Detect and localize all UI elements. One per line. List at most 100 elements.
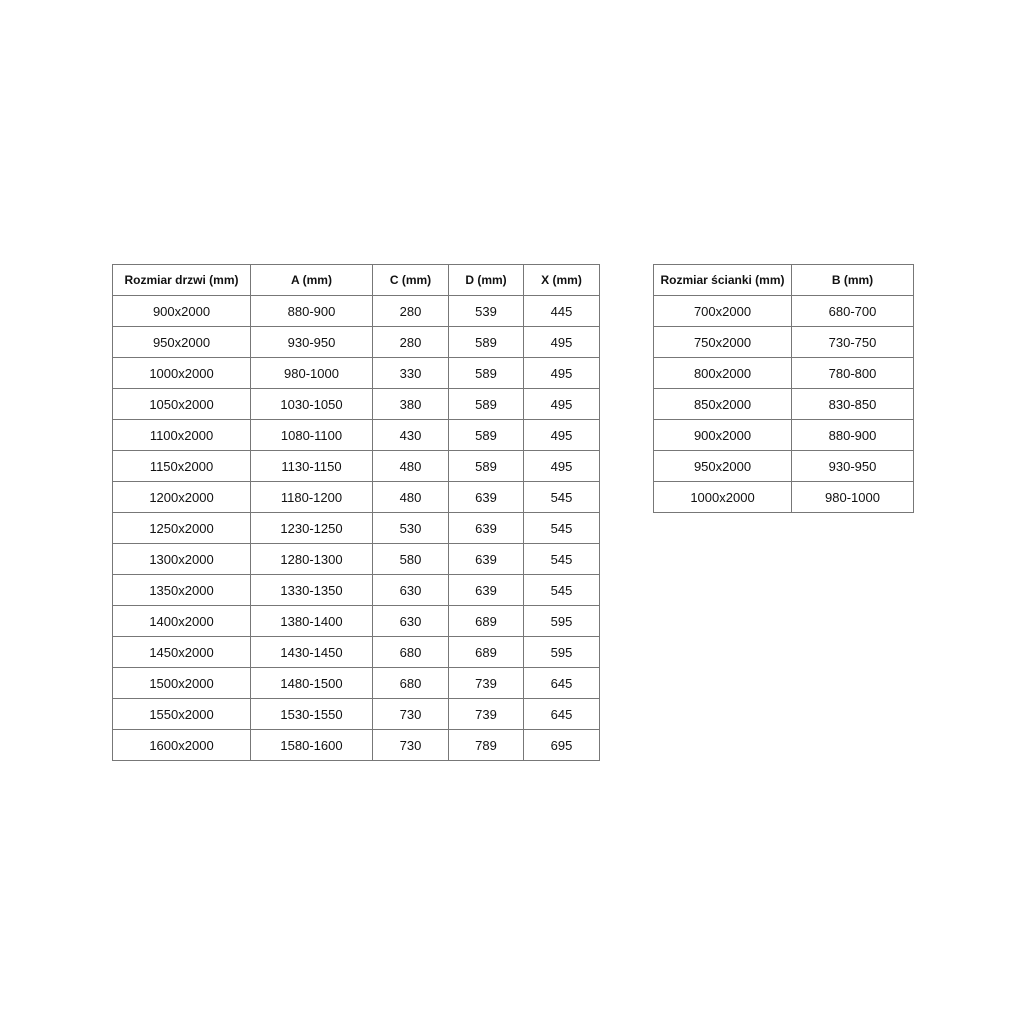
table-cell: 645: [523, 667, 600, 699]
table-row: 800x2000 780-800: [653, 357, 914, 389]
table-cell: 1200x2000: [112, 481, 251, 513]
table-cell: 730-750: [791, 326, 914, 358]
table-cell: 545: [523, 574, 600, 606]
table-cell: 495: [523, 450, 600, 482]
table-cell: 630: [372, 605, 449, 637]
table-cell: 589: [448, 419, 524, 451]
table-cell: 545: [523, 543, 600, 575]
table-cell: 950x2000: [653, 450, 792, 482]
table-cell: 930-950: [250, 326, 373, 358]
table-cell: 830-850: [791, 388, 914, 420]
table-cell: 639: [448, 512, 524, 544]
header-cell: X (mm): [523, 264, 600, 296]
table-row: 1050x2000 1030-1050 380 589 495: [112, 388, 600, 420]
header-cell: Rozmiar ścianki (mm): [653, 264, 792, 296]
table-cell: 1130-1150: [250, 450, 373, 482]
table-cell: 545: [523, 481, 600, 513]
table-row: 1600x2000 1580-1600 730 789 695: [112, 729, 600, 761]
table-row: 1350x2000 1330-1350 630 639 545: [112, 574, 600, 606]
table-cell: 1250x2000: [112, 512, 251, 544]
table-row: 1550x2000 1530-1550 730 739 645: [112, 698, 600, 730]
table-cell: 730: [372, 698, 449, 730]
table-cell: 789: [448, 729, 524, 761]
table-cell: 1580-1600: [250, 729, 373, 761]
table-cell: 930-950: [791, 450, 914, 482]
table-cell: 700x2000: [653, 295, 792, 327]
table-cell: 545: [523, 512, 600, 544]
table-cell: 1280-1300: [250, 543, 373, 575]
table-cell: 1500x2000: [112, 667, 251, 699]
table-row: 1000x2000 980-1000: [653, 481, 914, 513]
table-row: 950x2000 930-950: [653, 450, 914, 482]
table-cell: 1550x2000: [112, 698, 251, 730]
table-row: 950x2000 930-950 280 589 495: [112, 326, 600, 358]
table-cell: 980-1000: [250, 357, 373, 389]
header-cell: A (mm): [250, 264, 373, 296]
table-cell: 495: [523, 419, 600, 451]
table-cell: 750x2000: [653, 326, 792, 358]
table-cell: 630: [372, 574, 449, 606]
table-cell: 480: [372, 481, 449, 513]
wall-size-table: Rozmiar ścianki (mm) B (mm) 700x2000 680-70…: [653, 264, 914, 513]
table-row: 900x2000 880-900 280 539 445: [112, 295, 600, 327]
table-cell: 900x2000: [112, 295, 251, 327]
table-cell: 780-800: [791, 357, 914, 389]
table-row: 750x2000 730-750: [653, 326, 914, 358]
table-cell: 1180-1200: [250, 481, 373, 513]
table-cell: 1230-1250: [250, 512, 373, 544]
table-row: 850x2000 830-850: [653, 388, 914, 420]
table-cell: 1050x2000: [112, 388, 251, 420]
table-cell: 1080-1100: [250, 419, 373, 451]
table-cell: 445: [523, 295, 600, 327]
table-cell: 1480-1500: [250, 667, 373, 699]
table-cell: 530: [372, 512, 449, 544]
table-cell: 739: [448, 698, 524, 730]
table-cell: 950x2000: [112, 326, 251, 358]
table-cell: 539: [448, 295, 524, 327]
table-cell: 639: [448, 543, 524, 575]
table-cell: 1430-1450: [250, 636, 373, 668]
table-row: 1100x2000 1080-1100 430 589 495: [112, 419, 600, 451]
table-cell: 495: [523, 357, 600, 389]
table-cell: 589: [448, 357, 524, 389]
table-cell: 639: [448, 481, 524, 513]
header-cell: Rozmiar drzwi (mm): [112, 264, 251, 296]
table-cell: 1000x2000: [653, 481, 792, 513]
table-cell: 595: [523, 605, 600, 637]
table-cell: 1350x2000: [112, 574, 251, 606]
table-cell: 480: [372, 450, 449, 482]
table-cell: 1150x2000: [112, 450, 251, 482]
table-cell: 739: [448, 667, 524, 699]
table-cell: 1330-1350: [250, 574, 373, 606]
table-cell: 689: [448, 636, 524, 668]
table-cell: 800x2000: [653, 357, 792, 389]
table-cell: 689: [448, 605, 524, 637]
table-cell: 1600x2000: [112, 729, 251, 761]
table-cell: 589: [448, 326, 524, 358]
table-cell: 645: [523, 698, 600, 730]
header-row: Rozmiar ścianki (mm) B (mm): [653, 264, 914, 296]
table-cell: 1400x2000: [112, 605, 251, 637]
table-cell: 850x2000: [653, 388, 792, 420]
table-cell: 680-700: [791, 295, 914, 327]
table-cell: 1300x2000: [112, 543, 251, 575]
table-cell: 680: [372, 667, 449, 699]
table-cell: 1530-1550: [250, 698, 373, 730]
table-cell: 589: [448, 388, 524, 420]
table-cell: 730: [372, 729, 449, 761]
table-cell: 900x2000: [653, 419, 792, 451]
header-cell: B (mm): [791, 264, 914, 296]
table-row: 1500x2000 1480-1500 680 739 645: [112, 667, 600, 699]
table-cell: 495: [523, 388, 600, 420]
table-row: 1400x2000 1380-1400 630 689 595: [112, 605, 600, 637]
table-cell: 380: [372, 388, 449, 420]
table-cell: 330: [372, 357, 449, 389]
table-row: 1200x2000 1180-1200 480 639 545: [112, 481, 600, 513]
table-row: 1000x2000 980-1000 330 589 495: [112, 357, 600, 389]
table-cell: 1380-1400: [250, 605, 373, 637]
table-cell: 1000x2000: [112, 357, 251, 389]
table-cell: 280: [372, 326, 449, 358]
table-row: 1150x2000 1130-1150 480 589 495: [112, 450, 600, 482]
table-cell: 1450x2000: [112, 636, 251, 668]
